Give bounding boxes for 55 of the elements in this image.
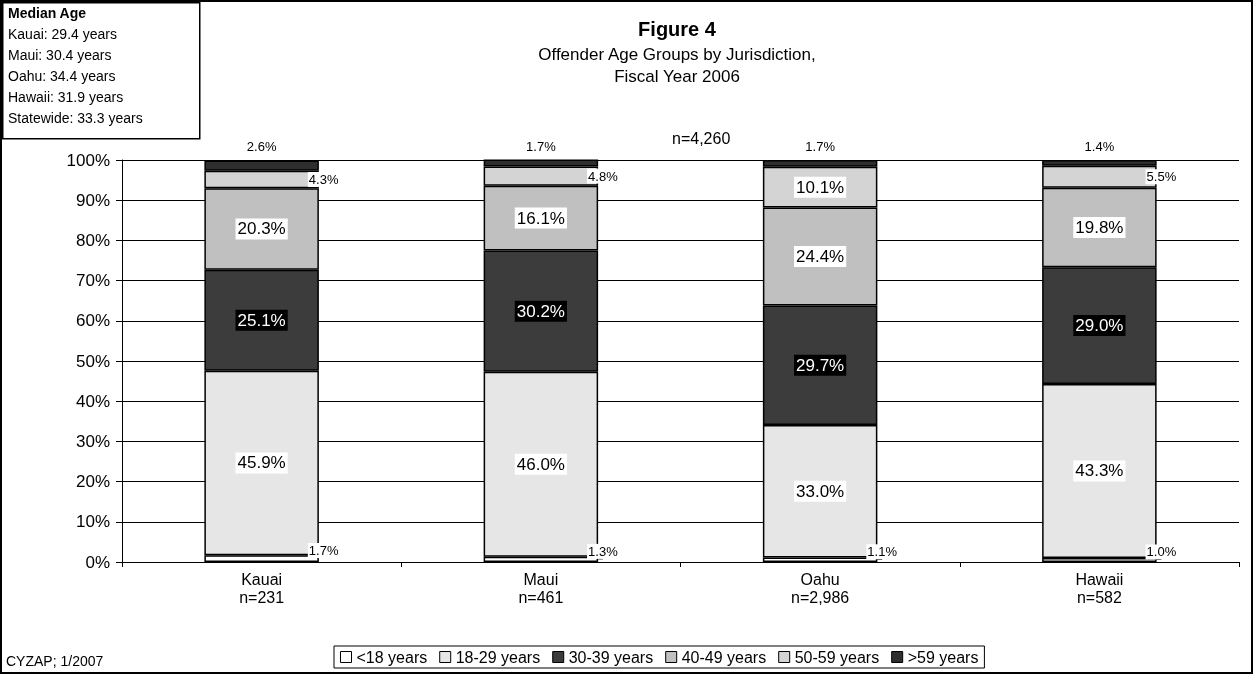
text: Maui: 30.4 years [8, 47, 112, 63]
data-label: 1.7% [526, 138, 557, 154]
y-tick-label: 60% [75, 311, 110, 331]
data-label: 5.5% [1146, 169, 1177, 185]
legend-label: 30-39 years [568, 648, 654, 666]
data-label: 4.8% [588, 168, 619, 184]
data-label: 45.9% [237, 453, 286, 473]
data-label: 30.2% [516, 301, 565, 321]
legend-label: 50-59 years [794, 648, 880, 666]
data-label: 29.7% [796, 355, 845, 375]
legend-label: <18 years [356, 648, 428, 666]
data-label: 25.1% [237, 310, 286, 330]
legend-label: 40-49 years [681, 648, 767, 666]
y-tick-label: 100% [66, 150, 110, 170]
data-label: 1.1% [867, 544, 898, 560]
data-label: 43.3% [1075, 461, 1124, 481]
y-tick-label: 40% [75, 391, 110, 411]
text: Oahu: 34.4 years [8, 68, 116, 84]
data-label: 33.0% [796, 481, 845, 501]
data-label: 4.3% [308, 172, 339, 187]
text: Hawaii: 31.9 years [8, 89, 124, 105]
legend-label: >59 years [907, 648, 979, 666]
data-label: 2.6% [246, 139, 277, 155]
y-tick-label: 90% [75, 190, 110, 210]
y-tick-label: 20% [75, 472, 110, 492]
chart-subtitle: Offender Age Groups by Jurisdiction, Fiscal Year 2006 [538, 44, 816, 86]
x-tick-label: Hawaii n=582 [1075, 570, 1124, 606]
legend-label: 18-29 years [455, 648, 541, 666]
x-tick-label: Oahu n=2,986 [790, 570, 850, 606]
text: n=4,260 [672, 129, 731, 147]
chart-title: Figure 4 [638, 18, 717, 40]
x-tick-label: Maui n=461 [518, 570, 564, 606]
text: CYZAP; 1/2007 [6, 653, 104, 669]
y-tick-label: 80% [75, 230, 110, 250]
data-label: 16.1% [516, 208, 565, 228]
y-tick-label: 30% [75, 431, 110, 451]
data-label: 20.3% [237, 219, 286, 239]
y-tick-label: 50% [75, 351, 110, 371]
data-label: 1.0% [1146, 544, 1177, 560]
text: Kauai: 29.4 years [8, 26, 117, 42]
y-tick-label: 0% [85, 552, 110, 572]
data-label: 29.0% [1075, 316, 1124, 336]
data-label: 1.3% [588, 543, 619, 559]
text: Median Age [8, 5, 87, 21]
data-label: 46.0% [516, 454, 565, 474]
text: Statewide: 33.3 years [8, 110, 143, 126]
data-label: 1.7% [308, 543, 339, 559]
y-tick-label: 70% [75, 271, 110, 291]
x-tick-label: Kauai n=231 [239, 570, 285, 606]
data-label: 1.7% [805, 139, 836, 154]
data-label: 19.8% [1075, 218, 1124, 238]
data-label: 24.4% [796, 246, 845, 266]
y-tick-label: 10% [75, 512, 110, 532]
data-label: 10.1% [796, 177, 845, 197]
data-label: 1.4% [1084, 139, 1115, 154]
